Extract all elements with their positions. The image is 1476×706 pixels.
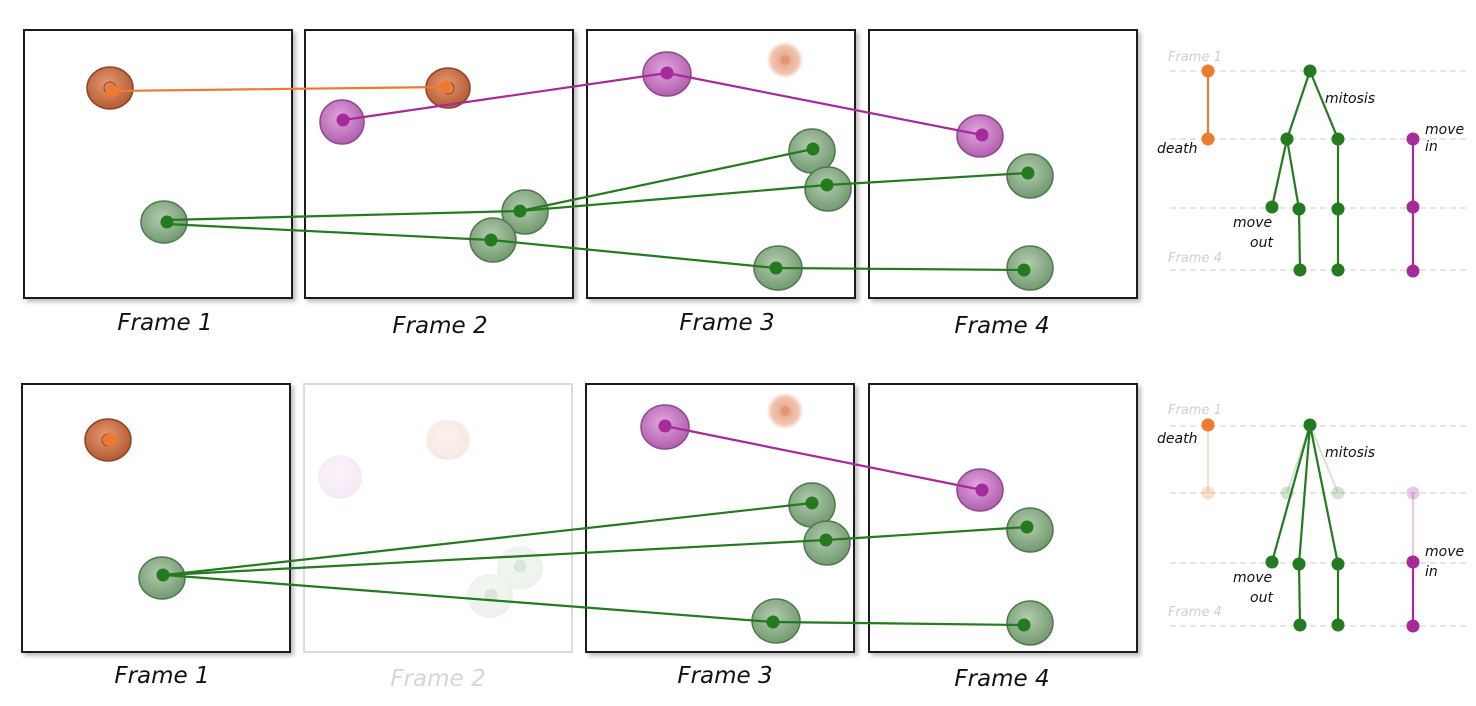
bottom-frame-1-label: Frame 1 <box>114 663 209 689</box>
tree-node-green <box>1331 132 1345 146</box>
node-purple <box>658 419 672 433</box>
top-frame-1-box <box>23 29 293 299</box>
tree-node-green <box>1331 557 1345 571</box>
tree-top-move-out-label-1: move <box>1233 215 1272 231</box>
tree-bottom-move-in-label-1: move <box>1425 544 1464 560</box>
tree-node-green-faded <box>1280 486 1294 500</box>
tree-top-move-in-label-2: in <box>1425 139 1438 155</box>
tree-node-green <box>1293 618 1307 632</box>
node-green <box>769 261 783 275</box>
tree-node-orange <box>1201 64 1215 78</box>
bottom-frame-1-box <box>21 383 291 653</box>
node-green-faded <box>484 588 498 602</box>
tree-node-green <box>1303 418 1317 432</box>
tree-node-orange-faded <box>1201 486 1215 500</box>
tree-node-purple <box>1406 132 1420 146</box>
top-panel: Frame 1 Frame 2 Frame 3 Frame 4 <box>23 29 1466 339</box>
tree-node-green <box>1293 263 1307 277</box>
node-green <box>156 568 170 582</box>
track-green <box>164 501 813 577</box>
bottom-track-nodes <box>103 419 1034 632</box>
tree-top-move-out-label-2: out <box>1250 235 1273 251</box>
node-green <box>1020 520 1034 534</box>
node-green <box>805 496 819 510</box>
tree-bottom-move-out-label-2: out <box>1250 590 1273 606</box>
tree-top-death-label: death <box>1157 141 1197 157</box>
tree-bottom-death-label: death <box>1157 431 1197 447</box>
tree-node-orange <box>1201 132 1215 146</box>
node-green <box>160 215 174 229</box>
tree-node-orange <box>1201 418 1215 432</box>
tree-bottom-frame-1: Frame 1 <box>1168 403 1222 418</box>
lineage-tree-bottom: Frame 1 Frame 4 <box>1157 403 1466 633</box>
lineage-tree-top: Frame 1 Frame 4 <box>1157 50 1466 278</box>
node-orange <box>103 433 117 447</box>
tree-node-green <box>1265 555 1279 569</box>
bottom-panel: Frame 1 Frame 2 Frame 3 Frame 4 <box>21 383 1466 692</box>
tree-node-green <box>1331 618 1345 632</box>
node-green <box>1017 263 1031 277</box>
top-frame-2-label: Frame 2 <box>392 313 487 339</box>
tree-top-move-in-label-1: move <box>1425 122 1464 138</box>
tree-node-green <box>1265 200 1279 214</box>
tree-top-frame-4: Frame 4 <box>1168 251 1222 266</box>
tree-bottom-frame-4: Frame 4 <box>1168 605 1222 620</box>
tree-node-purple-faded <box>1406 486 1420 500</box>
cell-dead <box>767 42 803 78</box>
top-frame-4-box <box>868 29 1138 299</box>
track-orange <box>111 85 447 93</box>
tree-node-green <box>1303 64 1317 78</box>
top-frame-1-label: Frame 1 <box>117 310 212 336</box>
node-purple <box>336 113 350 127</box>
tree-top-mitosis-label: mitosis <box>1325 91 1375 107</box>
bottom-frame-2-label: Frame 2 <box>390 666 485 692</box>
cell-dead <box>767 393 803 429</box>
node-green <box>513 204 527 218</box>
node-green <box>484 233 498 247</box>
node-orange <box>439 80 453 94</box>
node-orange <box>105 84 119 98</box>
cell-green <box>467 574 513 618</box>
node-purple <box>975 483 989 497</box>
tree-node-purple <box>1406 200 1420 214</box>
node-green-faded <box>513 559 527 573</box>
node-green <box>1017 618 1031 632</box>
tree-node-purple <box>1406 555 1420 569</box>
tree-node-green <box>1331 202 1345 216</box>
node-green <box>1021 166 1035 180</box>
bottom-frame-4-label: Frame 4 <box>954 666 1049 692</box>
cell-purple <box>318 455 362 499</box>
tree-bottom-move-in-label-2: in <box>1425 564 1438 580</box>
tree-node-green-faded <box>1331 486 1345 500</box>
track-green <box>166 222 1025 272</box>
node-purple <box>660 66 674 80</box>
tree-node-green <box>1331 263 1345 277</box>
tree-bottom-mitosis-label: mitosis <box>1325 445 1375 461</box>
node-green <box>766 615 780 629</box>
tree-bottom-move-out-label-1: move <box>1233 570 1272 586</box>
tree-node-green <box>1280 132 1294 146</box>
node-green <box>806 142 820 156</box>
track-purple <box>664 424 983 492</box>
tree-node-purple <box>1406 264 1420 278</box>
tree-top-frame-1: Frame 1 <box>1168 50 1222 65</box>
top-frame-3-label: Frame 3 <box>679 310 774 336</box>
bottom-frame-4-box <box>868 383 1138 653</box>
top-frame-4-label: Frame 4 <box>954 313 1049 339</box>
node-green <box>820 178 834 192</box>
node-purple <box>975 128 989 142</box>
tree-node-green <box>1292 202 1306 216</box>
top-track-nodes <box>105 66 1035 277</box>
cell-orange <box>426 420 470 460</box>
node-green <box>819 533 833 547</box>
tree-node-purple <box>1406 619 1420 633</box>
bottom-frame-3-label: Frame 3 <box>677 663 772 689</box>
tree-node-green <box>1292 557 1306 571</box>
